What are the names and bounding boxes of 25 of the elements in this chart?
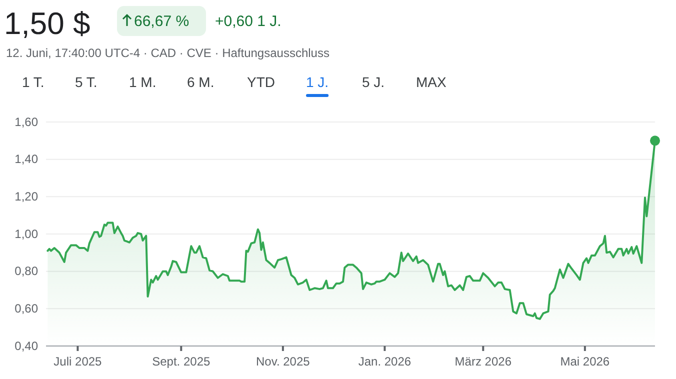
text: 66,67 % (134, 13, 190, 30)
text: 5 J. (362, 74, 385, 90)
chart-title: 1,50 $ (4, 6, 90, 41)
y-tick-label: 0,80 (14, 264, 38, 278)
text: +0,60 1 J. (215, 13, 282, 30)
text: 6 M. (187, 74, 214, 90)
x-tick-label: Juli 2025 (54, 354, 102, 369)
y-tick-label: 1,20 (14, 190, 38, 204)
text: MAX (416, 74, 447, 90)
text: 1 T. (22, 74, 44, 90)
y-tick-label: 1,40 (14, 152, 38, 166)
x-tick-label: Sept. 2025 (152, 354, 210, 369)
x-tick-label: Nov. 2025 (256, 354, 310, 369)
y-tick-label: 0,60 (14, 302, 38, 316)
text: YTD (247, 74, 275, 90)
x-tick-label: März 2026 (454, 354, 512, 369)
x-tick-label: Jan. 2026 (358, 354, 412, 369)
text: 5 T. (75, 74, 98, 90)
text: 1 J. (306, 74, 329, 90)
x-tick-label: Mai 2026 (560, 354, 610, 369)
chart-subtitle: 12. Juni, 17:40:00 UTC-4 · CAD · CVE · Haftungsausschluss (6, 46, 330, 60)
y-tick-label: 1,00 (14, 226, 38, 241)
y-tick-label: 1,60 (14, 114, 38, 129)
y-tick-label: 0,40 (14, 338, 38, 353)
text: 1 M. (129, 74, 156, 90)
